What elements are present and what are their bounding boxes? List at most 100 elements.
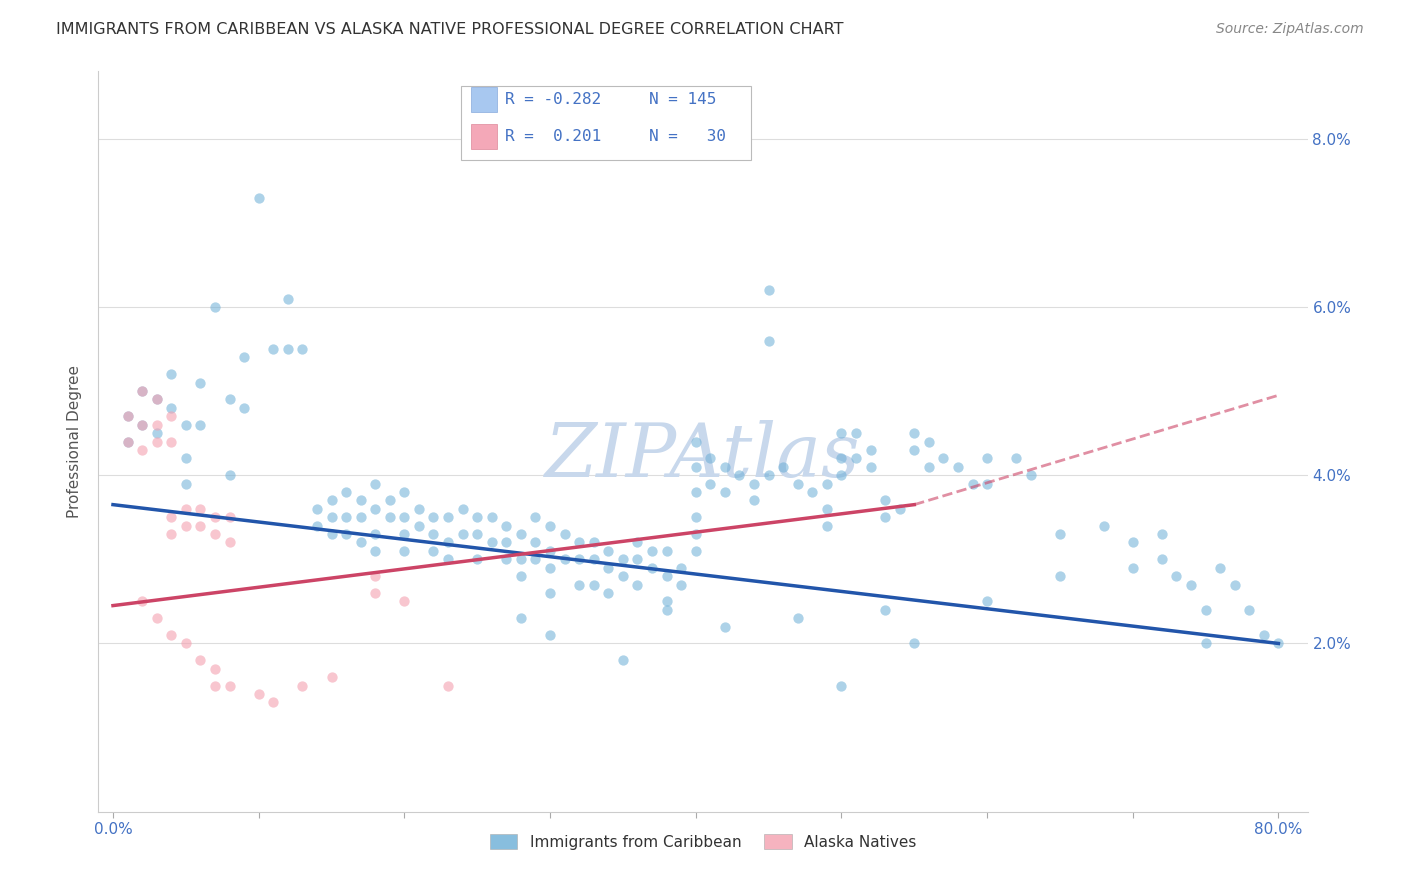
Point xyxy=(554,527,576,541)
Point xyxy=(233,351,256,365)
Point xyxy=(1267,636,1289,650)
Point xyxy=(1194,636,1216,650)
Point xyxy=(160,409,183,424)
Point xyxy=(465,552,488,566)
Point xyxy=(350,535,373,549)
Point xyxy=(918,459,941,474)
Point xyxy=(262,695,284,709)
Point xyxy=(437,510,460,524)
Point xyxy=(568,535,591,549)
Point xyxy=(685,434,707,449)
Point xyxy=(1005,451,1028,466)
Point xyxy=(1180,577,1202,591)
Point xyxy=(655,569,678,583)
Point xyxy=(394,485,416,500)
Point xyxy=(830,468,852,483)
Point xyxy=(962,476,984,491)
Point xyxy=(394,544,416,558)
Point xyxy=(598,560,620,574)
Point xyxy=(218,468,240,483)
Point xyxy=(772,459,794,474)
Point xyxy=(538,560,561,574)
Point xyxy=(291,342,314,356)
Point xyxy=(845,426,868,441)
Point xyxy=(845,451,868,466)
Point xyxy=(889,501,911,516)
Point xyxy=(145,611,167,625)
Point xyxy=(174,451,197,466)
Point xyxy=(1049,569,1071,583)
Text: N =   30: N = 30 xyxy=(648,129,725,144)
Point xyxy=(117,434,139,449)
Point xyxy=(509,527,531,541)
Point xyxy=(655,544,678,558)
Point xyxy=(699,451,721,466)
Point xyxy=(786,611,808,625)
Text: ZIPAtlas: ZIPAtlas xyxy=(546,420,860,492)
Point xyxy=(364,476,387,491)
Text: IMMIGRANTS FROM CARIBBEAN VS ALASKA NATIVE PROFESSIONAL DEGREE CORRELATION CHART: IMMIGRANTS FROM CARIBBEAN VS ALASKA NATI… xyxy=(56,22,844,37)
Point xyxy=(160,401,183,415)
Point xyxy=(364,527,387,541)
Point xyxy=(1049,527,1071,541)
Point xyxy=(1223,577,1246,591)
Point xyxy=(437,679,460,693)
Point xyxy=(190,653,212,667)
Point xyxy=(145,392,167,407)
Point xyxy=(378,493,401,508)
Point xyxy=(160,527,183,541)
Point xyxy=(875,603,897,617)
Point xyxy=(538,586,561,600)
Point xyxy=(612,552,634,566)
Point xyxy=(364,569,387,583)
Point xyxy=(174,636,197,650)
Point xyxy=(1122,535,1144,549)
Point xyxy=(394,594,416,608)
Point xyxy=(1209,560,1232,574)
Point xyxy=(641,560,664,574)
Point xyxy=(364,501,387,516)
Point xyxy=(218,679,240,693)
Point xyxy=(495,518,517,533)
Point xyxy=(174,501,197,516)
Point xyxy=(437,552,460,566)
Point xyxy=(335,485,357,500)
Point xyxy=(350,493,373,508)
Point xyxy=(495,535,517,549)
Point xyxy=(247,190,270,204)
Point xyxy=(742,493,765,508)
Point xyxy=(976,451,998,466)
Point xyxy=(699,476,721,491)
Point xyxy=(568,577,591,591)
Point xyxy=(582,552,605,566)
Point xyxy=(758,468,780,483)
Point xyxy=(465,527,488,541)
Point xyxy=(859,442,882,457)
Point xyxy=(626,535,648,549)
Point xyxy=(509,611,531,625)
Point xyxy=(321,510,343,524)
Point xyxy=(321,670,343,684)
Point xyxy=(582,577,605,591)
Point xyxy=(262,342,284,356)
Point xyxy=(204,300,226,314)
Point xyxy=(1239,603,1261,617)
Point xyxy=(538,544,561,558)
Point xyxy=(626,577,648,591)
Point xyxy=(655,603,678,617)
FancyBboxPatch shape xyxy=(461,87,751,161)
Point xyxy=(145,417,167,432)
FancyBboxPatch shape xyxy=(471,87,498,112)
Point xyxy=(131,442,153,457)
Point xyxy=(758,283,780,297)
Point xyxy=(626,552,648,566)
Point xyxy=(538,628,561,642)
Point xyxy=(612,653,634,667)
Point xyxy=(451,501,474,516)
Point xyxy=(190,417,212,432)
Point xyxy=(218,535,240,549)
Point xyxy=(364,586,387,600)
Point xyxy=(145,392,167,407)
Point xyxy=(408,518,430,533)
Point xyxy=(612,569,634,583)
